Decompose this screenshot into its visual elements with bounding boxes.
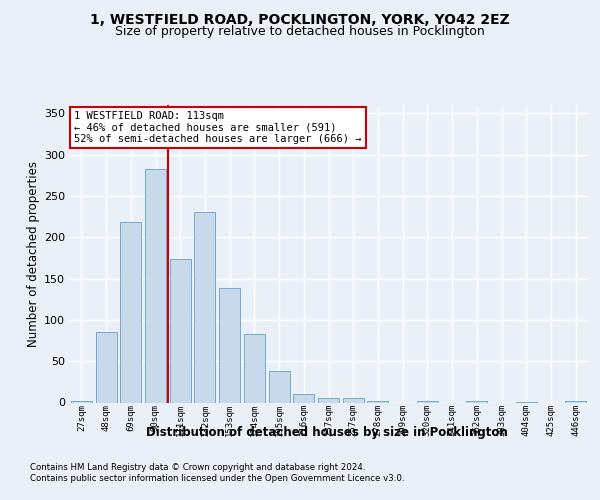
Text: Contains HM Land Registry data © Crown copyright and database right 2024.: Contains HM Land Registry data © Crown c… <box>30 462 365 471</box>
Bar <box>367 401 388 402</box>
Bar <box>565 401 586 402</box>
Bar <box>269 371 290 402</box>
Bar <box>170 258 191 402</box>
Y-axis label: Number of detached properties: Number of detached properties <box>26 161 40 347</box>
Bar <box>466 401 487 402</box>
Text: Distribution of detached houses by size in Pocklington: Distribution of detached houses by size … <box>146 426 508 439</box>
Text: 1, WESTFIELD ROAD, POCKLINGTON, YORK, YO42 2EZ: 1, WESTFIELD ROAD, POCKLINGTON, YORK, YO… <box>90 12 510 26</box>
Bar <box>71 401 92 402</box>
Bar <box>194 212 215 402</box>
Bar <box>293 394 314 402</box>
Bar <box>95 332 116 402</box>
Bar <box>120 222 141 402</box>
Bar <box>145 168 166 402</box>
Bar <box>318 398 339 402</box>
Text: Size of property relative to detached houses in Pocklington: Size of property relative to detached ho… <box>115 25 485 38</box>
Text: 1 WESTFIELD ROAD: 113sqm
← 46% of detached houses are smaller (591)
52% of semi-: 1 WESTFIELD ROAD: 113sqm ← 46% of detach… <box>74 111 362 144</box>
Bar <box>417 401 438 402</box>
Bar <box>343 398 364 402</box>
Bar <box>244 334 265 402</box>
Bar <box>219 288 240 403</box>
Text: Contains public sector information licensed under the Open Government Licence v3: Contains public sector information licen… <box>30 474 404 483</box>
